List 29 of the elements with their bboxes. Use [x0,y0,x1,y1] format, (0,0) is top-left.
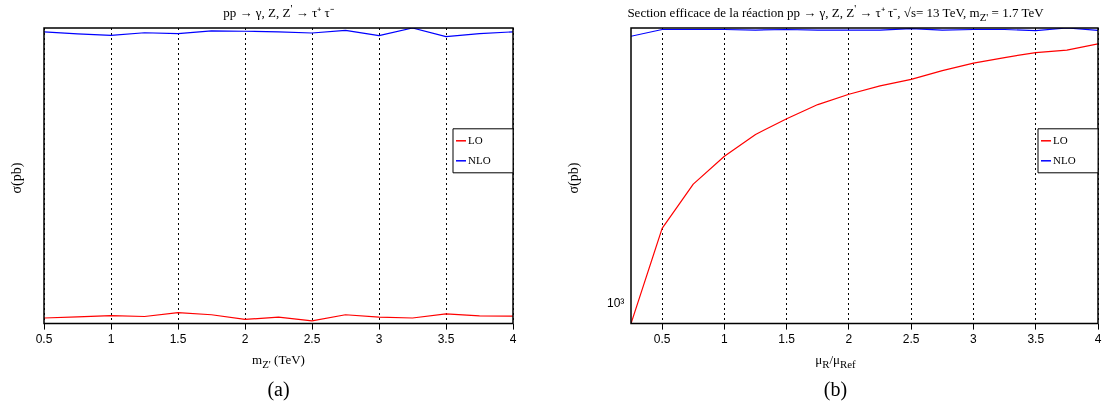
legend-label: NLO [1053,153,1076,166]
x-tick-label: 1 [107,332,115,347]
x-tick-label: 0.5 [35,332,53,347]
x-tick-label: 3 [970,332,978,347]
x-tick-label: 1 [721,332,729,347]
x-tick-label: 3.5 [437,332,455,347]
x-tick-label: 1.5 [169,332,187,347]
y-axis-title: σ(pb) [9,162,26,194]
x-tick-label: 4 [1094,332,1102,347]
text: (a) [266,378,291,401]
legend-label: NLO [468,153,491,166]
x-tick-label: 3.5 [1027,332,1045,347]
x-tick-label: 3 [375,332,383,347]
chart-title: pp → γ, Z, Z$^{'}$ → τ⁺ τ⁻ [222,2,335,22]
x-tick-label: 2.5 [303,332,321,347]
x-tick-label: 2 [845,332,853,347]
text: (b) [822,378,849,401]
x-axis-title: μ$_{R}$/μ$_{Ref}$ [814,352,857,370]
axis-note: 10³ [607,296,625,310]
y-axis-title: σ(pb) [566,162,583,194]
x-tick-label: 2 [241,332,249,347]
legend-label: LO [468,133,483,146]
x-tick-label: 2.5 [902,332,920,347]
x-tick-label: 1.5 [778,332,796,347]
x-tick-label: 0.5 [653,332,671,347]
x-tick-label: 4 [509,332,517,347]
chart-title: Section efficace de la réaction pp → γ, Z, Z$^{'}$ → τ⁺ τ⁻, √s= 13 TeV, m$_{Z'}$ = 1.7 TeV [626,2,1045,23]
x-axis-title: m$_{Z'}$ (TeV) [251,352,306,370]
legend-label: LO [1053,133,1068,146]
